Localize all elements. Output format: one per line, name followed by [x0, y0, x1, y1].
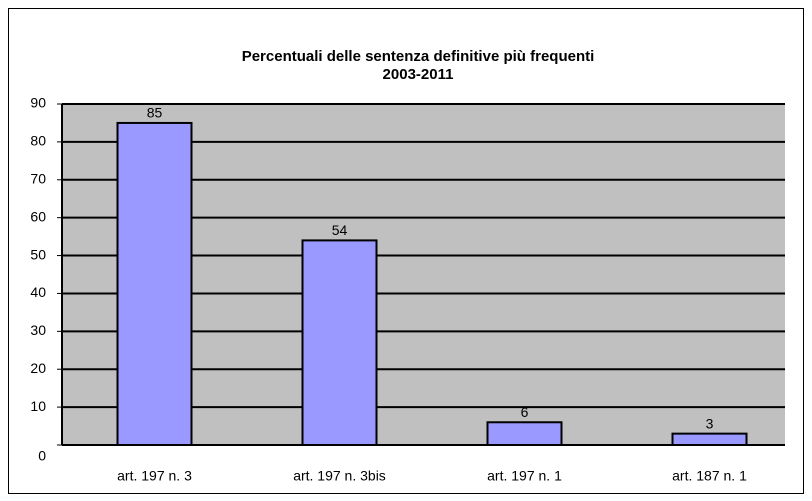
y-tick-label: 10 [30, 398, 46, 414]
bar [301, 239, 378, 446]
x-tick-label: art. 187 n. 1 [672, 468, 747, 484]
y-tick-label: 20 [30, 360, 46, 376]
bar [486, 421, 563, 446]
y-tick-label: 70 [30, 170, 46, 186]
data-label: 3 [706, 415, 714, 431]
data-label: 54 [332, 222, 348, 238]
y-tick-label: 30 [30, 322, 46, 338]
y-tick-label: 60 [30, 208, 46, 224]
y-tick-label: 40 [30, 284, 46, 300]
x-tick-label: art. 197 n. 3bis [293, 468, 386, 484]
y-tick-label: 90 [30, 95, 46, 111]
y-tick-label: 0 [38, 448, 46, 464]
y-tick-label: 80 [30, 133, 46, 149]
x-tick-label: art. 197 n. 3 [117, 468, 192, 484]
data-label: 6 [521, 404, 529, 420]
chart-title: Percentuali delle sentenza definitive pi… [242, 48, 595, 65]
bar [671, 432, 748, 446]
chart-title: 2003-2011 [383, 66, 454, 83]
data-label: 85 [147, 105, 163, 121]
bar [116, 121, 193, 446]
x-tick-label: art. 197 n. 1 [487, 468, 562, 484]
y-tick-label: 50 [30, 246, 46, 262]
